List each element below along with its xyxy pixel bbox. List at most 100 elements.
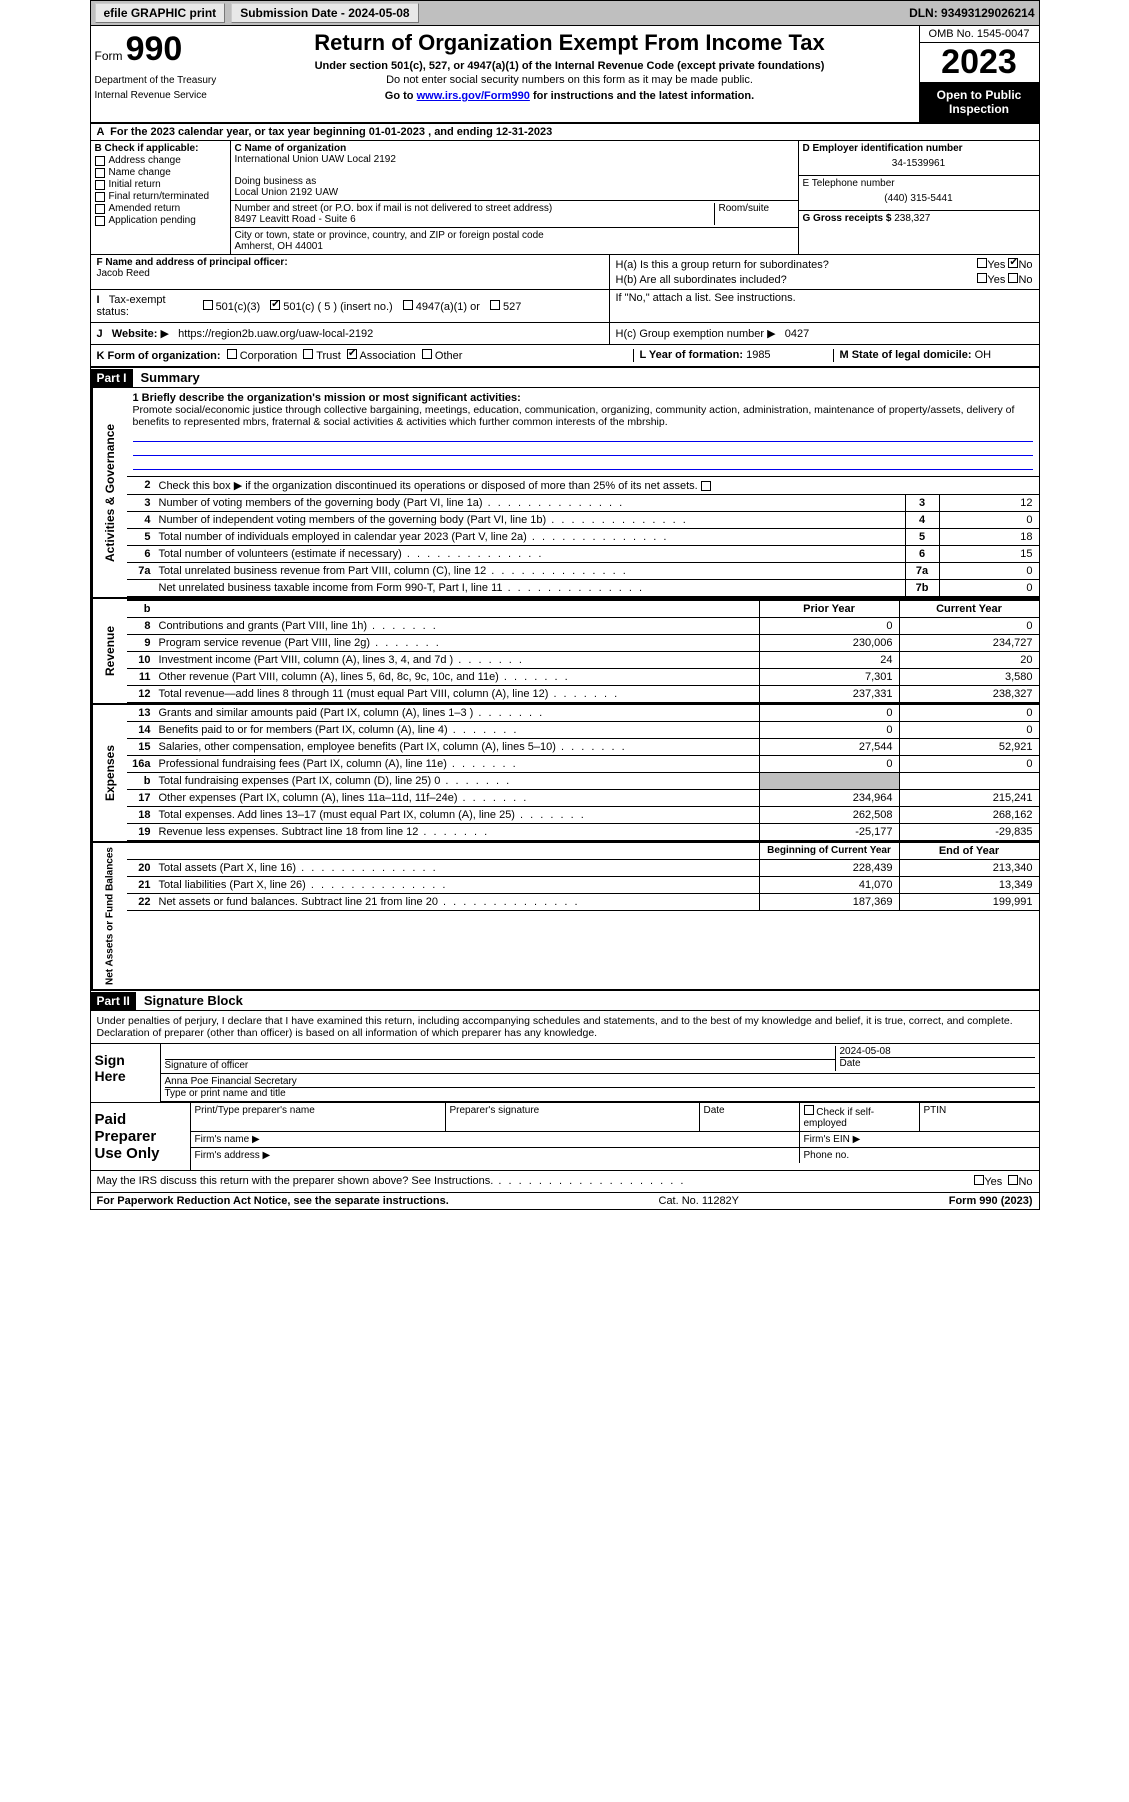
hb-no: No (1018, 274, 1032, 286)
hc-value: 0427 (785, 328, 809, 340)
topbar: efile GRAPHIC print Submission Date - 20… (91, 1, 1039, 26)
sign-here-label: Sign Here (91, 1044, 161, 1102)
self-employed-checkbox[interactable] (804, 1105, 814, 1115)
city-value: Amherst, OH 44001 (235, 241, 794, 252)
street-label: Number and street (or P.O. box if mail i… (235, 203, 714, 214)
form-container: efile GRAPHIC print Submission Date - 20… (90, 0, 1040, 1210)
submission-date-button[interactable]: Submission Date - 2024-05-08 (231, 3, 418, 23)
501c-label: 501(c) ( 5 ) (insert no.) (283, 301, 392, 313)
website-value: https://region2b.uaw.org/uaw-local-2192 (178, 328, 373, 340)
discuss-row: May the IRS discuss this return with the… (91, 1170, 1039, 1192)
sig-date-value: 2024-05-08 (840, 1046, 1035, 1058)
netassets-line: 20Total assets (Part X, line 16)228,4392… (127, 860, 1039, 877)
ha-no: No (1018, 259, 1032, 271)
dln-text: DLN: 93493129026214 (909, 6, 1034, 20)
tax-year: 2023 (920, 43, 1039, 82)
mission-underline (133, 444, 1033, 456)
revenue-sidelabel: Revenue (91, 599, 127, 703)
self-employed-label: Check if self-employed (804, 1107, 875, 1129)
expense-line: bTotal fundraising expenses (Part IX, co… (127, 773, 1039, 790)
mission-underline (133, 458, 1033, 470)
revenue-line: 10Investment income (Part VIII, column (… (127, 652, 1039, 669)
discuss-no-checkbox[interactable] (1008, 1175, 1018, 1185)
current-year-header: Current Year (899, 601, 1039, 617)
form-number: 990 (126, 30, 183, 68)
address-change-checkbox[interactable] (95, 156, 105, 166)
discuss-yes: Yes (984, 1176, 1002, 1188)
trust-checkbox[interactable] (303, 349, 313, 359)
hb-no-checkbox[interactable] (1008, 273, 1018, 283)
initial-return-label: Initial return (109, 179, 161, 190)
initial-return-checkbox[interactable] (95, 180, 105, 190)
firm-phone-label: Phone no. (799, 1148, 1039, 1163)
discuss-yes-checkbox[interactable] (974, 1175, 984, 1185)
part2-title: Signature Block (136, 991, 251, 1010)
4947-checkbox[interactable] (403, 300, 413, 310)
revenue-line: 9Program service revenue (Part VIII, lin… (127, 635, 1039, 652)
box-c: C Name of organization International Uni… (231, 141, 799, 254)
form-label: Form (95, 49, 123, 63)
main-title: Return of Organization Exempt From Incom… (225, 30, 915, 56)
corp-label: Corporation (240, 350, 297, 362)
part2-badge: Part II (91, 992, 136, 1010)
discuss-no: No (1018, 1176, 1032, 1188)
part1-header: Part I Summary (91, 368, 1039, 388)
governance-sidelabel: Activities & Governance (91, 388, 127, 597)
kl-row: K Form of organization: Corporation Trus… (91, 345, 1039, 368)
name-change-checkbox[interactable] (95, 168, 105, 178)
revenue-line: 8Contributions and grants (Part VIII, li… (127, 618, 1039, 635)
line2-text: Check this box ▶ if the organization dis… (159, 480, 698, 492)
box-d-e-g: D Employer identification number 34-1539… (799, 141, 1039, 254)
assoc-label: Association (359, 350, 415, 362)
4947-label: 4947(a)(1) or (416, 301, 480, 313)
officer-label: F Name and address of principal officer: (97, 257, 603, 268)
final-return-checkbox[interactable] (95, 192, 105, 202)
info-grid: B Check if applicable: Address change Na… (91, 141, 1039, 254)
501c3-label: 501(c)(3) (216, 301, 261, 313)
sig-type-label: Type or print name and title (165, 1088, 1035, 1099)
gov-line: 3Number of voting members of the governi… (127, 495, 1039, 512)
ha-no-checkbox[interactable] (1008, 258, 1018, 268)
other-checkbox[interactable] (422, 349, 432, 359)
expense-line: 15Salaries, other compensation, employee… (127, 739, 1039, 756)
gross-receipts-value: 238,327 (894, 213, 930, 224)
box-b-header: B Check if applicable: (95, 143, 226, 154)
line-a-text: For the 2023 calendar year, or tax year … (110, 126, 552, 138)
open-inspection: Open to Public Inspection (920, 82, 1039, 122)
year-formation-label: L Year of formation: (640, 349, 744, 361)
footer-row: For Paperwork Reduction Act Notice, see … (91, 1192, 1039, 1209)
527-checkbox[interactable] (490, 300, 500, 310)
501c-checkbox[interactable] (270, 300, 280, 310)
application-pending-checkbox[interactable] (95, 216, 105, 226)
netassets-section: Net Assets or Fund Balances Beginning of… (91, 841, 1039, 989)
footer-left: For Paperwork Reduction Act Notice, see … (97, 1195, 449, 1207)
name-change-label: Name change (109, 167, 171, 178)
application-pending-label: Application pending (109, 215, 196, 226)
hc-label: H(c) Group exemption number (616, 328, 768, 340)
ptin-label: PTIN (919, 1103, 1039, 1132)
501c3-checkbox[interactable] (203, 300, 213, 310)
part2-header: Part II Signature Block (91, 989, 1039, 1011)
ha-yes-checkbox[interactable] (977, 258, 987, 268)
website-arrow: ▶ (161, 328, 169, 340)
expense-line: 18Total expenses. Add lines 13–17 (must … (127, 807, 1039, 824)
amended-return-label: Amended return (109, 203, 181, 214)
dept-treasury: Department of the Treasury (91, 73, 221, 88)
goto-prefix: Go to (385, 90, 417, 102)
org-name: International Union UAW Local 2192 (235, 154, 794, 165)
website-label: Website: (112, 328, 158, 340)
form-org-label: K Form of organization: (97, 350, 221, 362)
line2-checkbox[interactable] (701, 481, 711, 491)
goto-link[interactable]: www.irs.gov/Form990 (417, 90, 530, 102)
assoc-checkbox[interactable] (347, 349, 357, 359)
amended-return-checkbox[interactable] (95, 204, 105, 214)
hc-arrow: ▶ (767, 328, 775, 340)
efile-print-button[interactable]: efile GRAPHIC print (95, 3, 226, 23)
phone-label: E Telephone number (803, 178, 1035, 189)
trust-label: Trust (316, 350, 341, 362)
revenue-section: Revenue b Prior Year Current Year 8Contr… (91, 597, 1039, 703)
part1-title: Summary (133, 368, 208, 387)
hb-yes-checkbox[interactable] (977, 273, 987, 283)
corp-checkbox[interactable] (227, 349, 237, 359)
subtitle: Under section 501(c), 527, or 4947(a)(1)… (225, 60, 915, 72)
